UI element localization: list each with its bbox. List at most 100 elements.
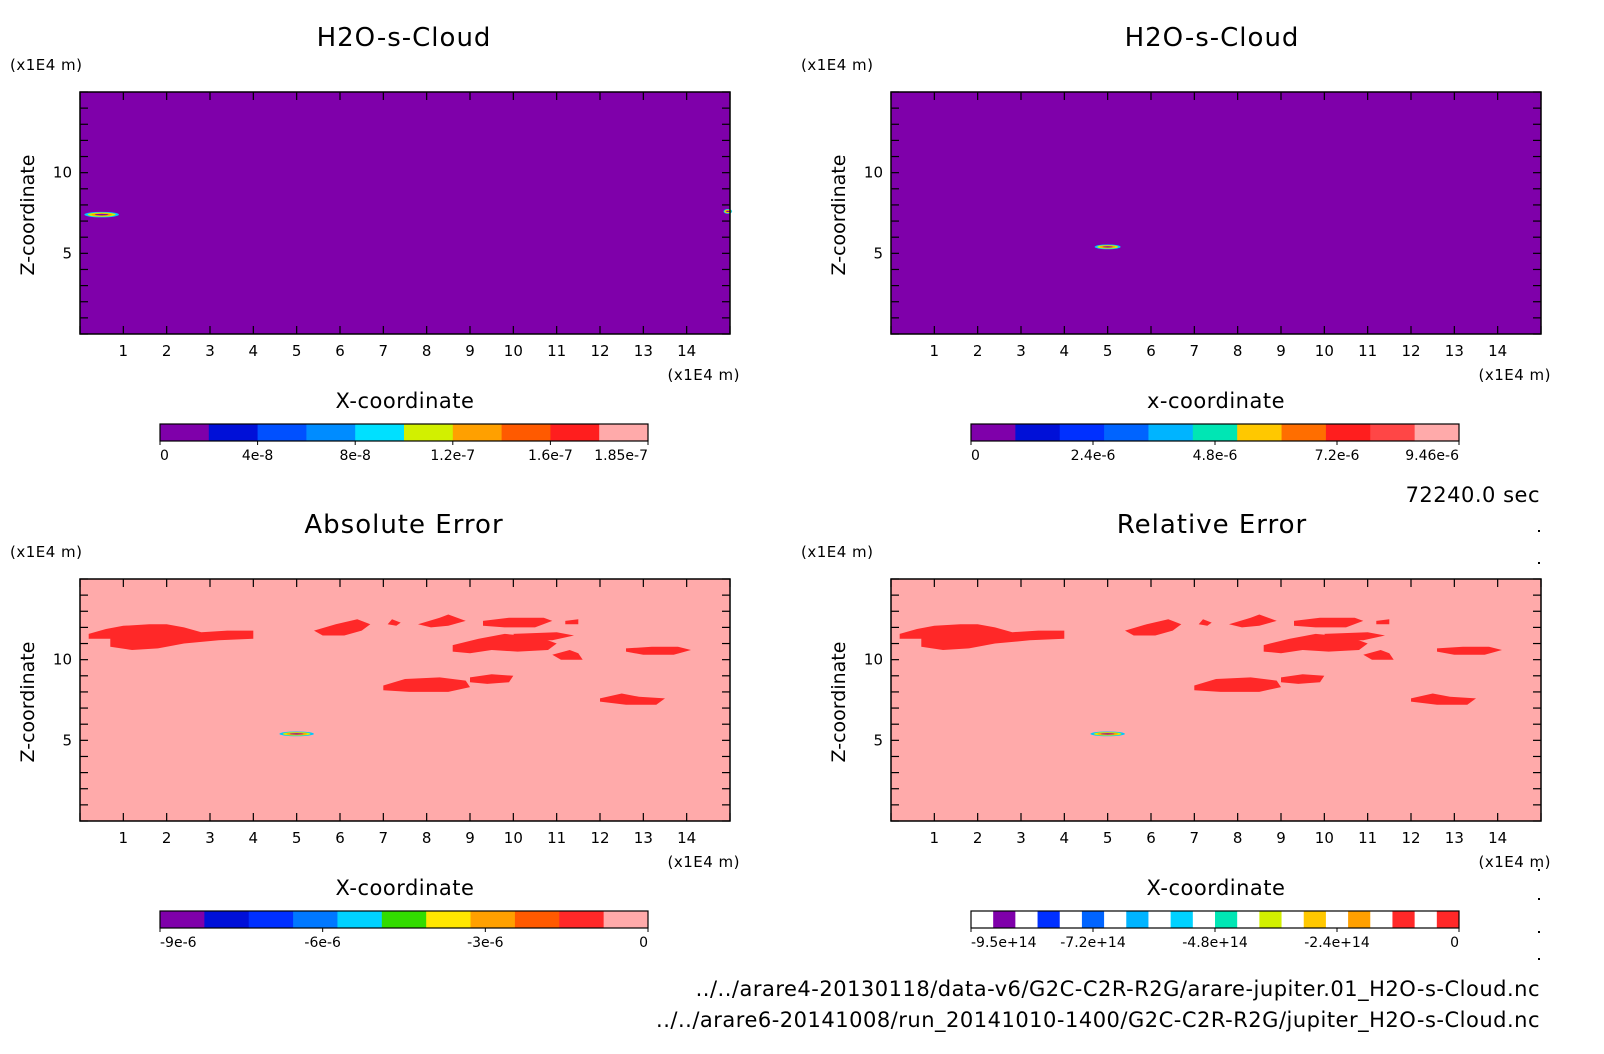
y-axis-label: Z-coordinate bbox=[828, 642, 850, 763]
x-tick-label: 5 bbox=[292, 342, 302, 360]
colorbar-swatch bbox=[1104, 424, 1149, 441]
colorbar-swatch bbox=[514, 911, 560, 928]
colorbar-swatch bbox=[559, 911, 605, 928]
x-unit-label: (x1E4 m) bbox=[667, 366, 740, 384]
cloud-feature bbox=[726, 210, 730, 212]
error-region bbox=[1194, 677, 1281, 692]
x-tick-label: 11 bbox=[547, 829, 566, 847]
colorbar-swatch bbox=[1303, 911, 1327, 928]
error-region bbox=[600, 693, 665, 705]
error-region bbox=[1198, 619, 1212, 626]
error-region bbox=[899, 624, 1065, 650]
x-tick-label: 3 bbox=[205, 342, 215, 360]
plot-area bbox=[891, 92, 1541, 334]
x-tick-label: 14 bbox=[1488, 342, 1507, 360]
x-tick-label: 13 bbox=[634, 342, 653, 360]
x-unit-label: (x1E4 m) bbox=[1478, 366, 1551, 384]
error-region bbox=[1411, 693, 1476, 705]
colorbar-swatch bbox=[1237, 911, 1260, 928]
y-tick-label: 5 bbox=[873, 731, 883, 749]
colorbar-swatch bbox=[1348, 911, 1371, 928]
x-axis-label: x-coordinate bbox=[1147, 389, 1285, 413]
x-tick-label: 3 bbox=[1016, 342, 1026, 360]
colorbar-swatch bbox=[257, 424, 307, 441]
y-tick-label: 5 bbox=[873, 244, 883, 262]
colorbar-swatch bbox=[426, 911, 472, 928]
error-region bbox=[1437, 646, 1502, 655]
x-unit-label: (x1E4 m) bbox=[1478, 853, 1551, 871]
time-label: 72240.0 sec bbox=[1406, 483, 1540, 507]
error-region bbox=[565, 619, 579, 625]
colorbar-swatch bbox=[160, 424, 210, 441]
x-tick-label: 13 bbox=[1445, 342, 1464, 360]
error-region bbox=[1294, 617, 1364, 628]
colorbar-swatch bbox=[1015, 911, 1039, 928]
plot-frame bbox=[890, 91, 1542, 335]
margin-dots bbox=[1538, 530, 1540, 960]
cloud-feature bbox=[289, 733, 304, 735]
x-axis-label: X-coordinate bbox=[1147, 876, 1286, 900]
colorbar: -9e-6 -6e-6 -3e-6 0 bbox=[159, 910, 649, 951]
colorbar-swatch bbox=[1259, 911, 1283, 928]
y-unit-label: (x1E4 m) bbox=[10, 56, 83, 74]
x-tick-label: 4 bbox=[1060, 342, 1070, 360]
colorbar-swatch bbox=[160, 911, 205, 928]
error-region bbox=[1376, 619, 1390, 625]
x-tick-label: 5 bbox=[1103, 829, 1113, 847]
error-region bbox=[452, 633, 557, 654]
x-tick-label: 12 bbox=[1401, 829, 1420, 847]
x-tick-label: 4 bbox=[1060, 829, 1070, 847]
x-tick-label: 14 bbox=[1488, 829, 1507, 847]
error-region bbox=[1125, 619, 1182, 636]
colorbar-label: 1.6e-7 bbox=[528, 448, 573, 464]
x-tick-label: 8 bbox=[1233, 829, 1243, 847]
colorbar-swatch bbox=[1148, 911, 1172, 928]
x-tick-label: 9 bbox=[1276, 342, 1286, 360]
colorbar-swatch bbox=[1037, 911, 1061, 928]
colorbar-swatch bbox=[1104, 911, 1127, 928]
x-axis-label: X-coordinate bbox=[336, 876, 475, 900]
colorbar-swatch bbox=[337, 911, 383, 928]
x-tick-label: 1 bbox=[930, 829, 940, 847]
plot-area bbox=[80, 92, 730, 334]
x-tick-label: 1 bbox=[930, 342, 940, 360]
colorbar-label: 1.2e-7 bbox=[430, 448, 475, 464]
error-region bbox=[1363, 650, 1394, 660]
x-tick-label: 9 bbox=[1276, 829, 1286, 847]
x-tick-label: 7 bbox=[1190, 342, 1200, 360]
x-tick-label: 2 bbox=[162, 829, 172, 847]
colorbar-swatch bbox=[1059, 424, 1105, 441]
colorbar: -9.5e+14 -7.2e+14 -4.8e+14 -2.4e+14 0 bbox=[970, 910, 1460, 951]
y-unit-label: (x1E4 m) bbox=[10, 543, 83, 561]
error-region bbox=[88, 624, 254, 650]
colorbar-label: 4.8e-6 bbox=[1193, 448, 1238, 464]
cloud-features bbox=[279, 731, 314, 737]
cloud-feature bbox=[1102, 246, 1113, 248]
error-region bbox=[383, 677, 470, 692]
colorbar-label: 9.46e-6 bbox=[1405, 448, 1459, 464]
colorbar-label: 0 bbox=[971, 448, 980, 464]
error-region bbox=[552, 650, 583, 660]
x-tick-label: 6 bbox=[335, 829, 345, 847]
y-tick-label: 10 bbox=[53, 164, 72, 182]
y-tick-label: 5 bbox=[62, 731, 72, 749]
x-tick-label: 2 bbox=[973, 342, 983, 360]
x-tick-label: 10 bbox=[1315, 829, 1334, 847]
colorbar-swatch bbox=[993, 911, 1016, 928]
x-tick-label: 7 bbox=[379, 829, 389, 847]
x-tick-label: 2 bbox=[973, 829, 983, 847]
error-regions bbox=[88, 614, 691, 705]
colorbar-swatch bbox=[355, 424, 405, 441]
x-tick-label: 13 bbox=[634, 829, 653, 847]
colorbar-swatch bbox=[1192, 911, 1216, 928]
x-tick-label: 12 bbox=[590, 829, 609, 847]
colorbar-swatch bbox=[1414, 911, 1438, 928]
x-tick-label: 9 bbox=[465, 342, 475, 360]
y-axis-label: Z-coordinate bbox=[828, 155, 850, 276]
colorbar-label: -7.2e+14 bbox=[1060, 935, 1126, 951]
colorbar-swatch bbox=[1126, 911, 1149, 928]
